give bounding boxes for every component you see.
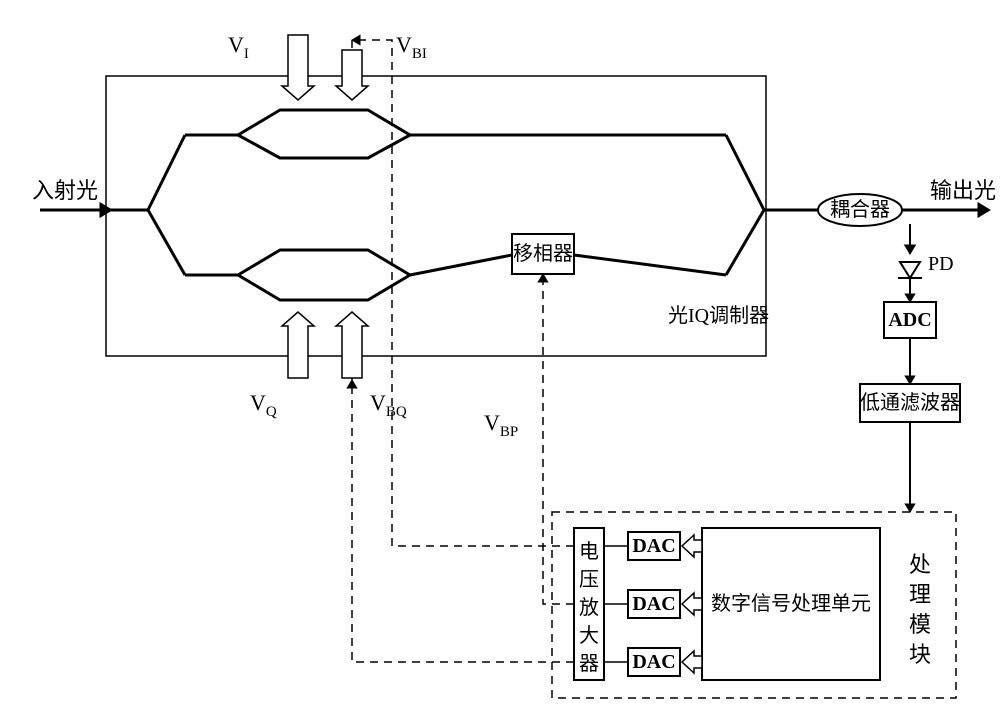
- adc-label: ADC: [888, 309, 931, 331]
- svg-text:电压放大器: 电压放大器: [579, 540, 599, 675]
- label-modulator: 光IQ调制器: [668, 304, 769, 327]
- coupler-label: 耦合器: [830, 198, 890, 221]
- label-vbq: VBQ: [370, 390, 407, 420]
- label-vq: VQ: [250, 390, 277, 420]
- feedback-vbq: [352, 378, 574, 662]
- label-vbi: VBI: [396, 32, 427, 62]
- feedback-vbi: [352, 40, 574, 546]
- dsp-label: 数字信号处理单元: [711, 592, 871, 615]
- dac-1-label: DAC: [632, 535, 675, 557]
- modulator-box: [106, 76, 766, 356]
- dac-2-label: DAC: [632, 593, 675, 615]
- label-input: 入射光: [32, 178, 98, 203]
- pd-label: PD: [928, 253, 954, 275]
- lpf-label: 低通滤波器: [860, 391, 960, 414]
- label-vi: VI: [228, 32, 249, 62]
- label-vbp: VBP: [484, 410, 518, 440]
- phase-shifter-label: 移相器: [513, 242, 573, 265]
- dac-3-label: DAC: [632, 651, 675, 673]
- pd-icon: [900, 262, 920, 278]
- svg-text:处理模块: 处理模块: [909, 552, 931, 667]
- feedback-vbp: [543, 274, 574, 604]
- label-output: 输出光: [930, 178, 996, 203]
